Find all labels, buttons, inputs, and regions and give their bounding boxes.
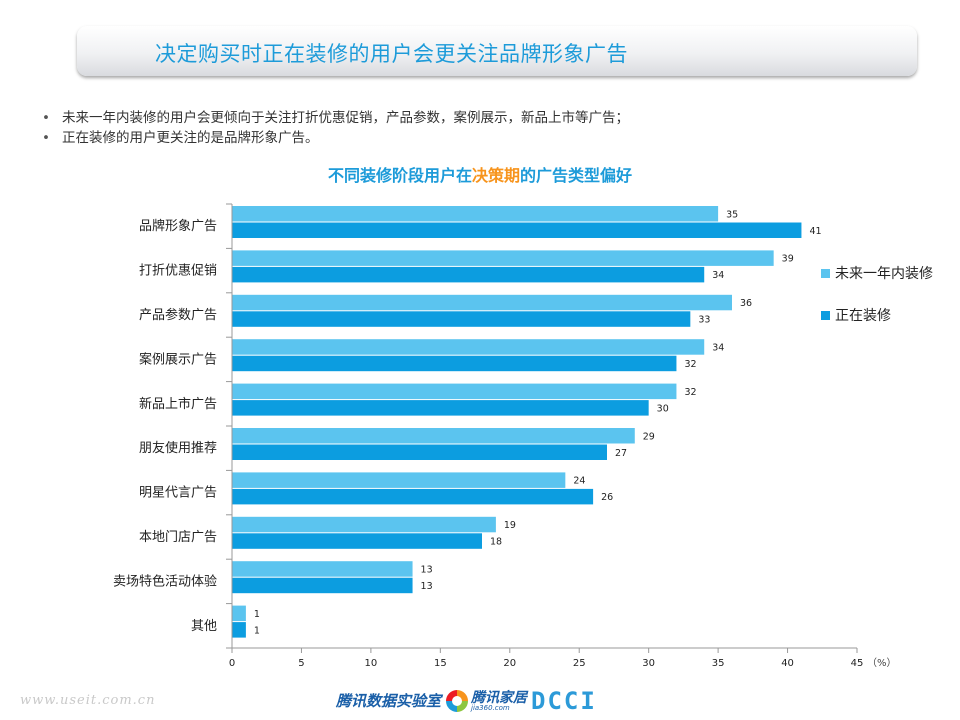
legend-label: 正在装修 bbox=[835, 308, 891, 324]
x-tick-label: 45 bbox=[851, 658, 864, 669]
data-label: 30 bbox=[657, 403, 669, 414]
x-tick-label: 30 bbox=[642, 658, 655, 669]
watermark-text: www.useit.com.cn bbox=[20, 693, 156, 708]
data-label: 24 bbox=[573, 476, 585, 487]
chart-title-part: 的广告类型偏好 bbox=[520, 166, 633, 185]
data-label: 13 bbox=[421, 564, 433, 575]
data-label: 19 bbox=[504, 520, 516, 531]
x-tick-label: 35 bbox=[712, 658, 725, 669]
legend-swatch bbox=[821, 269, 830, 278]
bar-series-2 bbox=[232, 488, 594, 505]
bullet-item: 正在装修的用户更关注的是品牌形象广告。 bbox=[42, 128, 629, 148]
dcci-logo: DCCI bbox=[531, 687, 597, 715]
category-label: 产品参数广告 bbox=[139, 307, 217, 323]
data-label: 1 bbox=[254, 609, 260, 620]
tencent-home-logo: 腾讯家居 jia360.com bbox=[446, 688, 527, 714]
chart-title-part: 不同装修阶段用户在 bbox=[327, 166, 472, 185]
x-tick-label: 10 bbox=[365, 658, 378, 669]
bar-series-1 bbox=[232, 561, 413, 577]
bar-series-2 bbox=[232, 266, 705, 283]
bar-series-2 bbox=[232, 222, 802, 238]
category-label: 朋友使用推荐 bbox=[139, 440, 217, 456]
bar-series-1 bbox=[232, 206, 719, 222]
title-banner bbox=[77, 26, 917, 76]
x-tick-label: 20 bbox=[503, 658, 516, 669]
data-label: 36 bbox=[740, 298, 752, 309]
x-tick-label: 5 bbox=[298, 658, 304, 669]
category-label: 明星代言广告 bbox=[139, 486, 217, 501]
logo-main-text: 腾讯家居 bbox=[471, 689, 527, 706]
bar-series-1 bbox=[232, 428, 635, 444]
data-label: 34 bbox=[712, 270, 724, 281]
bar-series-1 bbox=[232, 339, 705, 355]
logo-sub-text: jia360.com bbox=[471, 703, 510, 712]
category-label: 卖场特色活动体验 bbox=[113, 573, 217, 589]
summary-bullets: 未来一年内装修的用户会更倾向于关注打折优惠促销，产品参数，案例展示，新品上市等广… bbox=[42, 108, 629, 148]
tencent-home-icon bbox=[446, 690, 468, 712]
x-tick-label: 40 bbox=[781, 658, 794, 669]
bar-series-2 bbox=[232, 577, 413, 594]
bar-series-1 bbox=[232, 294, 732, 311]
legend-swatch bbox=[821, 311, 830, 320]
bar-series-1 bbox=[232, 383, 677, 400]
data-label: 13 bbox=[421, 581, 433, 592]
x-tick-label: 25 bbox=[573, 658, 586, 669]
data-label: 39 bbox=[782, 254, 794, 265]
x-tick-label: 0 bbox=[229, 658, 235, 669]
bar-series-1 bbox=[232, 605, 246, 622]
chart-title-highlight: 决策期 bbox=[471, 166, 520, 185]
page-title: 决定购买时正在装修的用户会更关注品牌形象广告 bbox=[155, 42, 628, 66]
data-label: 29 bbox=[643, 431, 655, 442]
bar-series-1 bbox=[232, 516, 496, 533]
x-tick-label: 15 bbox=[434, 658, 447, 669]
data-label: 26 bbox=[601, 492, 613, 503]
legend-label: 未来一年内装修 bbox=[835, 266, 933, 282]
data-label: 27 bbox=[615, 448, 627, 459]
bullet-item: 未来一年内装修的用户会更倾向于关注打折优惠促销，产品参数，案例展示，新品上市等广… bbox=[42, 108, 629, 128]
category-label: 新品上市广告 bbox=[139, 396, 217, 412]
bar-series-2 bbox=[232, 400, 649, 416]
bar-series-2 bbox=[232, 622, 246, 638]
category-label: 案例展示广告 bbox=[139, 352, 217, 367]
bar-series-2 bbox=[232, 444, 607, 460]
data-label: 32 bbox=[684, 359, 696, 370]
bar-series-2 bbox=[232, 311, 691, 327]
data-label: 32 bbox=[684, 387, 696, 398]
chart-title: 不同装修阶段用户在决策期的广告类型偏好 bbox=[0, 162, 960, 186]
data-label: 41 bbox=[809, 226, 821, 237]
category-label: 品牌形象广告 bbox=[139, 218, 217, 234]
data-label: 18 bbox=[490, 537, 502, 548]
category-label: 本地门店广告 bbox=[139, 530, 217, 545]
bar-series-2 bbox=[232, 355, 677, 372]
data-label: 33 bbox=[698, 315, 710, 326]
category-label: 打折优惠促销 bbox=[139, 264, 217, 279]
data-label: 1 bbox=[254, 625, 260, 636]
data-label: 35 bbox=[726, 209, 738, 220]
bar-chart: 品牌形象广告 35 41 打折优惠促销 39 34 产品参数广告 36 33 案例展示广告 34 32… bbox=[113, 203, 933, 669]
data-label: 34 bbox=[712, 342, 724, 353]
bar-series-1 bbox=[232, 250, 774, 266]
tencent-data-lab-logo: 腾讯数据实验室 bbox=[336, 692, 442, 710]
category-label: 其他 bbox=[191, 619, 217, 634]
x-axis-unit: （%） bbox=[867, 657, 897, 669]
bar-series-1 bbox=[232, 472, 566, 488]
bar-series-2 bbox=[232, 533, 482, 549]
